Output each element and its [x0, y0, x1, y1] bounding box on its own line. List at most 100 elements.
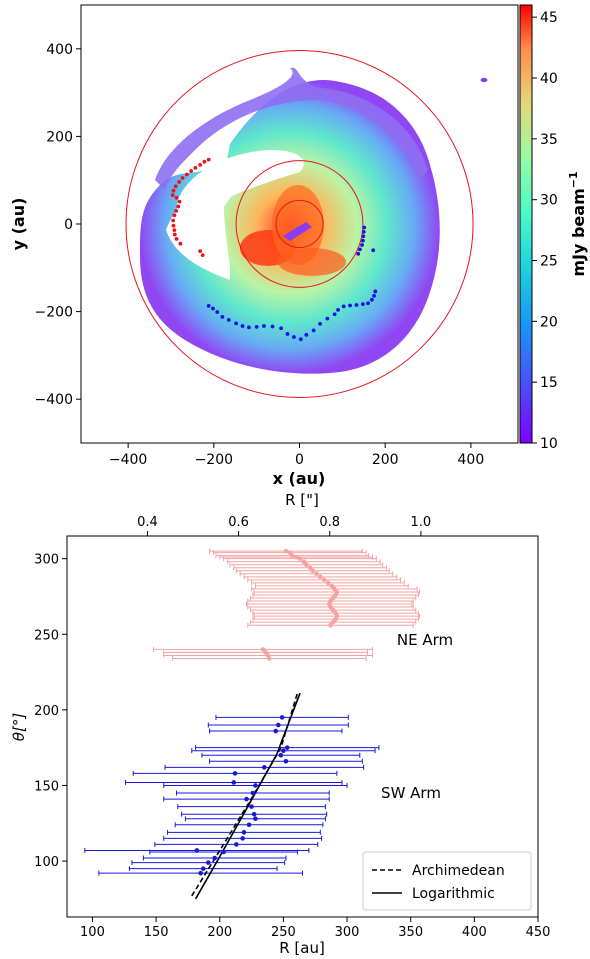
- ne-arm-point: [293, 554, 299, 560]
- sw-arm-point: [370, 297, 374, 302]
- ne-arm-point: [174, 236, 179, 241]
- sw-arm-point: [325, 316, 330, 321]
- ne-arm-point: [301, 559, 307, 565]
- colorbar-tick-label: 10: [540, 436, 558, 452]
- ne-arm-point: [180, 176, 185, 180]
- sw-arm-point: [284, 745, 290, 750]
- archimedean-fit-line: [191, 692, 299, 897]
- sw-arm-point: [244, 796, 249, 802]
- ne-arm-point: [330, 619, 336, 625]
- ne-arm-point: [177, 180, 182, 184]
- sw-arm-point: [298, 337, 303, 342]
- bottom-top-tick-label: 0.6: [228, 515, 249, 530]
- sw-arm-point: [362, 225, 367, 230]
- sw-arm-point: [366, 301, 370, 306]
- colorbar-tick-label: 25: [540, 254, 558, 270]
- sw-arm-point: [220, 314, 225, 319]
- sw-arm-point: [234, 842, 239, 847]
- sw-arm-point: [278, 752, 284, 758]
- sw-arm-point: [251, 811, 257, 817]
- ne-arm-point: [260, 647, 266, 652]
- sw-arm-point: [304, 332, 309, 337]
- sw-arm-point: [247, 325, 251, 330]
- ne-arm-point: [170, 193, 175, 197]
- bottom-x-tick-label: 350: [398, 925, 423, 940]
- sw-arm-point: [262, 765, 267, 770]
- spiral-arm-fit-panel: 100 150 200 250 300 350 400 450 300 250 200 150 100 0…: [10, 491, 550, 957]
- sw-arm-point: [373, 289, 378, 294]
- sw-arm-point: [253, 816, 258, 822]
- sw-arm-point: [240, 324, 245, 328]
- bottom-y-tick-label: 250: [34, 628, 59, 643]
- sw-arm-point: [206, 860, 211, 865]
- bottom-x-tick-label: 100: [80, 925, 105, 940]
- sw-arm-point: [318, 321, 322, 326]
- bottom-y-tick-label: 200: [34, 704, 59, 719]
- sw-arm-point: [232, 771, 238, 776]
- top-y-tick-label: −200: [35, 305, 73, 321]
- ne-arm-point: [328, 604, 333, 610]
- sw-arm-point: [283, 758, 289, 764]
- bottom-top-tick-label: 0.8: [319, 515, 340, 530]
- top-y-axis-label: y (au): [9, 198, 28, 251]
- ne-arm-point: [198, 249, 203, 254]
- sw-arm-point: [361, 238, 365, 243]
- sw-arm-point: [279, 326, 283, 331]
- colorbar: [519, 4, 533, 444]
- ne-arm-point: [184, 172, 189, 177]
- ne-arm-point: [178, 241, 183, 246]
- sw-arm-point: [253, 783, 258, 788]
- bottom-x-axis-label: R [au]: [279, 939, 325, 957]
- sw-arm-point: [281, 748, 286, 753]
- ne-arm-point: [171, 223, 176, 228]
- sw-arm-point: [279, 715, 285, 720]
- bottom-y-tick-label: 300: [34, 553, 59, 568]
- top-x-tick-label: 0: [295, 452, 304, 468]
- bottom-x-tick-label: 450: [526, 925, 551, 940]
- colorbar-tick-label: 30: [540, 193, 558, 209]
- colorbar-tick-label: 20: [540, 314, 558, 330]
- colorbar-label-superscript: −1: [567, 171, 580, 188]
- bottom-top-tick-label: 1.0: [411, 515, 432, 530]
- bottom-x-tick-label: 200: [207, 925, 232, 940]
- logarithmic-fit-line: [194, 692, 301, 900]
- sw-arm-point: [226, 318, 231, 322]
- ne-arm-point: [171, 218, 176, 223]
- ne-arm-point: [206, 157, 211, 162]
- ne-arm-point: [193, 166, 198, 170]
- ne-arm-point: [263, 650, 268, 655]
- bottom-y-axis-label: θ[°]: [10, 713, 28, 742]
- sw-arm-point: [240, 836, 245, 841]
- disk-image-panel: −400 −200 0 200 400 400 200 0 −200 −400 x (au) y …: [9, 4, 588, 488]
- colorbar-tick-label: 15: [540, 375, 558, 391]
- bottom-x-tick-label: 400: [462, 925, 487, 940]
- ne-arm-point: [200, 253, 205, 257]
- colorbar-tick-label: 35: [540, 132, 558, 148]
- ne-arm-point: [172, 213, 177, 218]
- ne-arm-point: [174, 208, 179, 213]
- compact-source: [480, 77, 488, 83]
- sw-arm-point: [249, 804, 254, 809]
- bottom-y-tick-label: 150: [34, 779, 59, 794]
- sw-arm-point: [231, 780, 237, 785]
- sw-arm-annotation: SW Arm: [381, 784, 441, 802]
- ne-arm-point: [287, 550, 293, 555]
- ne-arm-point: [333, 616, 338, 622]
- sw-arm-point: [356, 251, 361, 256]
- ne-arm-point: [202, 159, 207, 164]
- top-x-tick-label: −200: [195, 452, 233, 468]
- sw-arm-point: [273, 728, 279, 734]
- bottom-top-axis-label: R ["]: [285, 491, 319, 509]
- top-x-tick-label: −400: [109, 452, 147, 468]
- sw-arm-point: [354, 303, 359, 307]
- ne-arm-point: [290, 553, 295, 558]
- bottom-top-tick-label: 0.4: [137, 515, 158, 530]
- ne-arm-point: [332, 586, 337, 592]
- sw-arm-point: [372, 293, 376, 298]
- ne-arm-point: [189, 169, 194, 173]
- ne-arm-point: [177, 199, 182, 204]
- ne-arm-point: [310, 568, 315, 574]
- sw-arm-point: [270, 324, 275, 329]
- ne-arm-point: [198, 162, 203, 167]
